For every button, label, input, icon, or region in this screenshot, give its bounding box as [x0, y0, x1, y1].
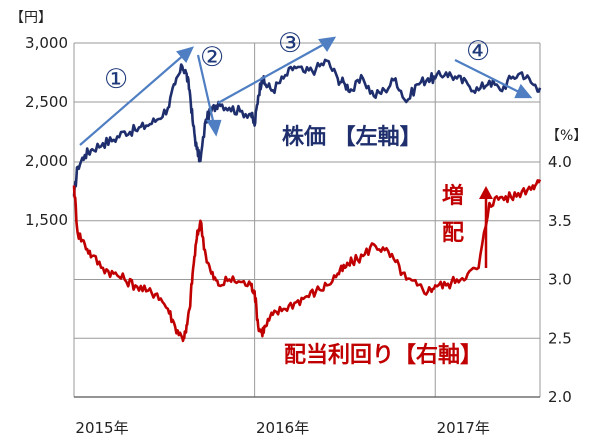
x-tick-label: 2015年: [75, 419, 128, 437]
x-tick-label: 2016年: [256, 419, 309, 437]
tick-labels: 3,000 2,500 2,000 1,500 4.0 3.5 3.0 2.5 2.0 2015年…: [25, 34, 572, 437]
yield-series-label: 配当利回り【右軸】: [284, 342, 482, 368]
increase-label-2: 配: [442, 221, 464, 246]
left-tick-label: 3,000: [25, 34, 68, 52]
left-axis-unit: 【円】: [10, 10, 52, 26]
marker-2: ②: [200, 42, 224, 73]
right-tick-label: 2.5: [548, 329, 572, 347]
increase-arrow: [479, 186, 493, 268]
trend-arrow-1: [79, 52, 187, 146]
stock-price-line: [72, 58, 542, 197]
right-tick-label: 3.0: [548, 271, 572, 289]
right-tick-label: 4.0: [548, 153, 572, 171]
trend-arrow-1-head: [176, 46, 195, 63]
trend-arrow-3: [217, 41, 329, 104]
marker-1: ①: [104, 64, 128, 95]
series-lines: [72, 58, 542, 343]
trend-arrow-4: [454, 59, 524, 95]
left-tick-label: 2,500: [25, 93, 68, 111]
right-tick-label: 3.5: [548, 212, 572, 230]
trend-arrows: [79, 36, 533, 146]
increase-label-1: 増: [442, 183, 464, 209]
marker-3: ③: [278, 28, 302, 59]
right-tick-label: 2.0: [548, 388, 572, 406]
price-series-label: 株価 【左軸】: [282, 124, 422, 150]
trend-arrow-4-head: [514, 83, 533, 99]
trend-arrow-3-head: [318, 36, 337, 53]
left-tick-label: 2,000: [25, 152, 68, 170]
trend-arrow-2-head: [206, 119, 222, 137]
dividend-yield-line: [72, 179, 542, 343]
left-tick-label: 1,500: [25, 211, 68, 229]
right-axis-unit: 【%】: [546, 128, 587, 144]
trend-arrow-2: [196, 54, 216, 126]
x-tick-label: 2017年: [437, 419, 490, 437]
marker-4: ④: [466, 36, 490, 67]
